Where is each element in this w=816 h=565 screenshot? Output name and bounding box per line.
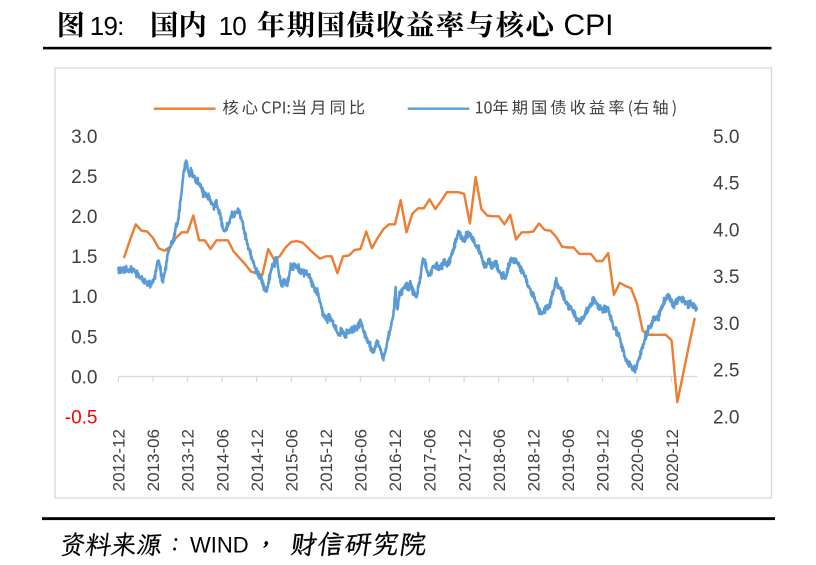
x-axis-label: 2017-06 <box>421 429 440 491</box>
chart-legend <box>153 99 676 117</box>
title-text-segment: 19: <box>90 11 124 41</box>
x-axis-label: 2020-12 <box>663 429 682 491</box>
y-axis-label-left: 2.5 <box>71 167 97 188</box>
y-axis-label-left: -0.5 <box>65 407 98 428</box>
x-axis-label: 2013-06 <box>144 429 163 491</box>
x-axis-label: 2013-12 <box>179 429 198 491</box>
series-core-cpi <box>123 175 696 404</box>
title-text-segment: 10 <box>219 11 247 41</box>
x-axis-label: 2018-06 <box>490 429 509 491</box>
title-text-segment <box>152 10 206 38</box>
chart-axes: 3.0 2.5 2.0 1.5 1.0 0.5 0.0 -0.5 5.0 4.5 4.0 3.5 3.0… <box>65 127 740 491</box>
y-axis-label-left: 3.0 <box>71 127 97 148</box>
y-axis-label-left: 1.5 <box>71 247 97 268</box>
x-axis-label: 2018-12 <box>524 429 543 491</box>
y-axis-label-right: 5.0 <box>713 127 739 148</box>
figure-title: 19: 10 CPI <box>59 9 614 42</box>
y-axis-label-right: 3.0 <box>713 314 739 335</box>
x-axis-label: 2014-06 <box>213 429 232 491</box>
source-text-segment <box>263 541 269 548</box>
title-text-segment: CPI <box>564 9 614 42</box>
x-axis-label: 2020-06 <box>628 429 647 491</box>
x-axis-label: 2017-12 <box>455 429 474 491</box>
x-axis-label: 2019-06 <box>559 429 578 491</box>
legend-label-bond <box>475 99 676 117</box>
x-axis-label: 2015-12 <box>317 429 336 491</box>
chart-frame <box>54 67 773 499</box>
y-axis-label-right: 4.5 <box>713 174 739 195</box>
y-axis-label-right: 4.0 <box>713 220 739 241</box>
footer-separator <box>42 517 775 521</box>
series-bond-yield <box>117 159 699 374</box>
title-text-segment <box>257 10 554 38</box>
x-axis-label: 2016-06 <box>352 429 371 491</box>
y-axis-label-right: 2.0 <box>713 407 739 428</box>
source-note: WIND <box>61 531 426 557</box>
y-axis-label-right: 3.5 <box>713 267 739 288</box>
x-axis-label: 2015-06 <box>282 429 301 491</box>
x-axis-label: 2014-12 <box>248 429 267 491</box>
y-axis-label-left: 0.5 <box>71 327 97 348</box>
x-axis-label: 2016-12 <box>386 429 405 491</box>
y-axis-label-left: 1.0 <box>71 287 97 308</box>
source-text-segment <box>61 532 178 557</box>
source-text-segment <box>290 531 426 557</box>
y-axis-label-left: 2.0 <box>71 207 97 228</box>
source-text-segment: WIND <box>190 532 249 557</box>
y-axis-label-left: 0.0 <box>71 367 97 388</box>
chart-series <box>117 159 699 404</box>
title-text-segment <box>59 11 84 38</box>
legend-label-cpi <box>223 99 365 115</box>
x-axis-label: 2019-12 <box>594 429 613 491</box>
title-underline <box>43 46 772 50</box>
x-axis-label: 2012-12 <box>110 429 129 491</box>
y-axis-label-right: 2.5 <box>713 361 739 382</box>
